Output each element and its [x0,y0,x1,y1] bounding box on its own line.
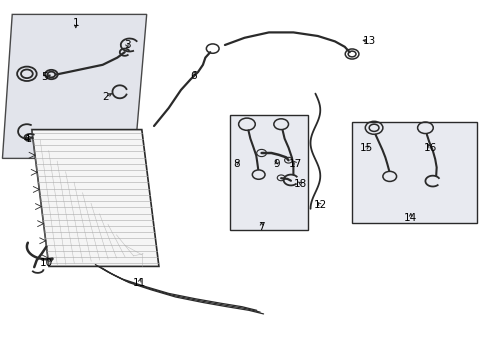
Bar [229,115,307,230]
Text: 9: 9 [272,159,279,169]
Text: 17: 17 [288,159,302,169]
Text: 4: 4 [23,134,30,144]
Text: 11: 11 [132,278,146,288]
Bar [351,122,476,223]
Text: 2: 2 [102,92,108,102]
Text: 12: 12 [313,200,326,210]
Text: 1: 1 [72,18,79,28]
Text: 18: 18 [293,179,307,189]
Text: 3: 3 [123,40,130,50]
Text: 13: 13 [362,36,375,46]
Polygon shape [2,14,146,158]
Text: 10: 10 [40,258,53,268]
Polygon shape [32,130,159,266]
Text: 15: 15 [359,143,373,153]
Text: 16: 16 [423,143,436,153]
Text: 8: 8 [232,159,239,169]
Text: 5: 5 [41,72,47,82]
Text: 7: 7 [258,222,264,232]
Text: 14: 14 [403,213,417,223]
Text: 6: 6 [189,71,196,81]
